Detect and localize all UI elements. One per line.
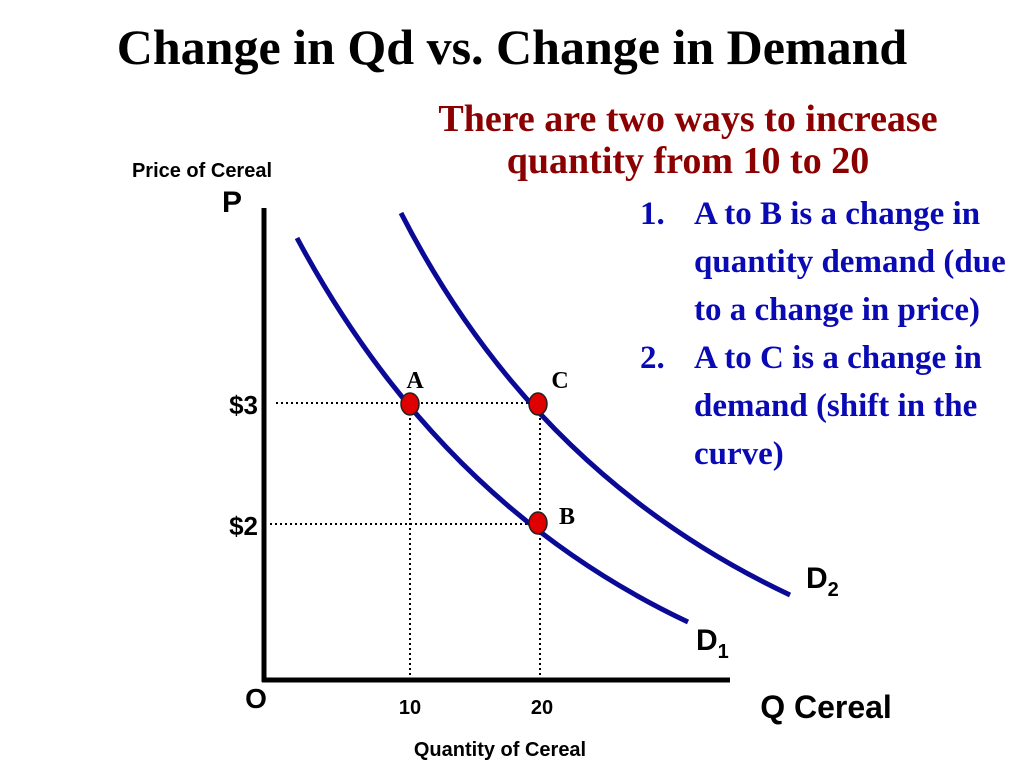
y-tick-label: $2	[229, 511, 258, 541]
demand-curve-d1	[294, 236, 690, 625]
slide-title: Change in Qd vs. Change in Demand	[116, 19, 908, 75]
x-axis-title: Quantity of Cereal	[414, 739, 586, 761]
y-axis-symbol: P	[222, 186, 242, 219]
item-text: A to C is a change in demand (shift in t…	[694, 340, 982, 472]
y-tick-label: $3	[229, 390, 258, 420]
origin-label: O	[245, 683, 267, 714]
item-text: A to B is a change in quantity demand (d…	[694, 196, 1006, 328]
y-axis-title: Price of Cereal	[132, 160, 272, 182]
slide-subtitle: There are two ways to increase quantity …	[370, 98, 1006, 182]
x-tick-label: 20	[531, 697, 553, 719]
point-a-marker	[400, 392, 420, 416]
explanation-item-1: 1. A to B is a change in quantity demand …	[640, 190, 1020, 334]
curve-label-d2: D2	[806, 562, 839, 601]
subtitle-line-2: quantity from 10 to 20	[506, 140, 870, 182]
item-number: 2.	[640, 340, 665, 376]
x-tick-label: 10	[399, 697, 421, 719]
explanation-item-2: 2. A to C is a change in demand (shift in…	[640, 334, 1020, 478]
point-b-label: B	[559, 504, 575, 530]
curve-label-d1: D1	[696, 624, 729, 663]
explanation-list: 1. A to B is a change in quantity demand …	[640, 190, 1020, 478]
item-number: 1.	[640, 196, 665, 232]
x-axis-symbol: Q Cereal	[760, 689, 892, 725]
point-c-marker	[528, 392, 548, 416]
point-c-label: C	[551, 368, 568, 394]
point-a-label: A	[406, 368, 424, 394]
point-b-marker	[528, 511, 548, 535]
subtitle-line-1: There are two ways to increase	[438, 98, 938, 140]
demand-curve-d2	[398, 211, 792, 598]
